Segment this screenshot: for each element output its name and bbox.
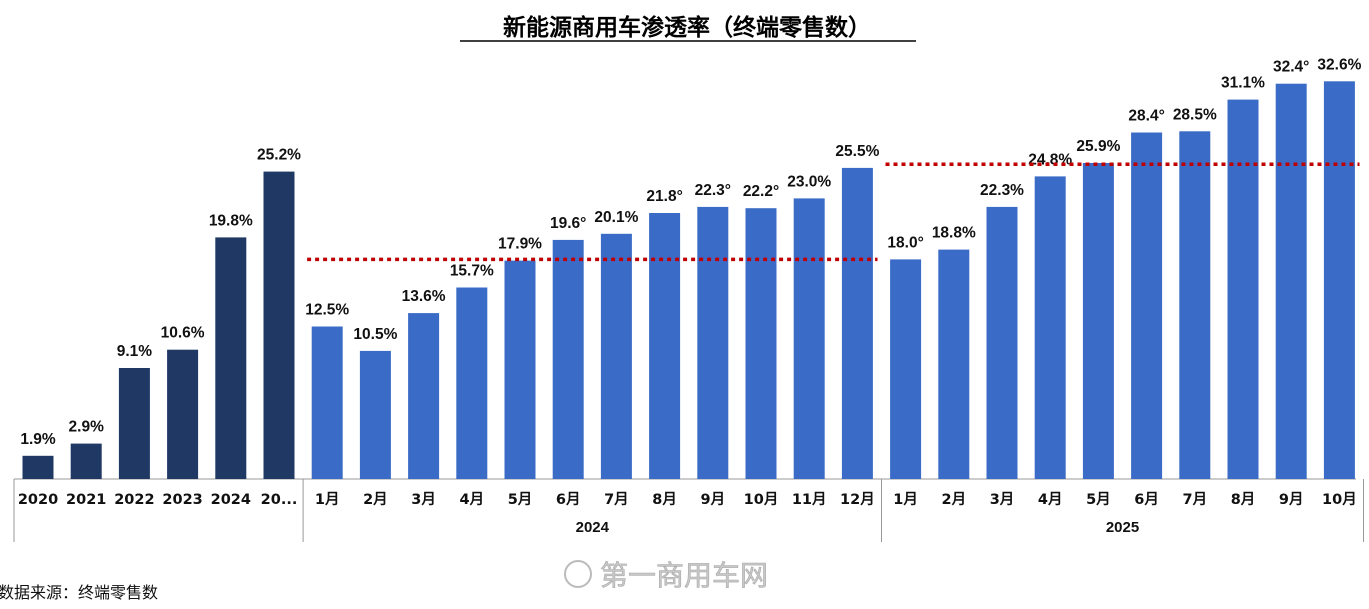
data-label-2024-1月: 12.5%: [305, 302, 349, 319]
bar-2025-5月: [1082, 163, 1114, 479]
tick-label-2024-5月: 5月: [508, 491, 533, 508]
weibo-icon: [564, 560, 592, 588]
bar-2024-3月: [408, 313, 440, 479]
data-label-2024-10月: 22.2°: [743, 183, 779, 200]
bar-2024-7月: [600, 233, 632, 479]
source-note: 数据来源：终端零售数: [0, 583, 158, 602]
data-label-2024-6月: 19.6°: [550, 215, 586, 232]
bar-2025-10月: [1323, 81, 1355, 480]
group-label-2024: 2024: [576, 519, 610, 536]
tick-label-annual-2024: 2024: [211, 492, 251, 508]
tick-label-annual-2022: 2022: [114, 492, 154, 508]
bar-2025-2月: [938, 249, 970, 479]
tick-label-2025-10月: 10月: [1322, 491, 1357, 508]
tick-label-2025-3月: 3月: [990, 491, 1015, 508]
group-label-2025: 2025: [1106, 519, 1139, 536]
data-label-2025-6月: 28.4°: [1128, 108, 1164, 125]
tick-label-2024-6月: 6月: [556, 491, 581, 508]
bar-2024-5月: [504, 260, 536, 479]
bar-2024-2月: [359, 350, 391, 479]
data-label-2024-11月: 23.0%: [787, 173, 831, 190]
data-label-annual-2020: 1.9%: [20, 431, 56, 448]
watermark: 第一商用车网: [600, 559, 768, 592]
data-label-annual-2023: 10.6%: [161, 325, 205, 342]
tick-label-2025-8月: 8月: [1231, 491, 1256, 508]
data-label-annual-2021: 2.9%: [69, 419, 105, 436]
tick-label-2024-7月: 7月: [604, 491, 629, 508]
bar-2024-8月: [649, 213, 681, 479]
bar-2024-6月: [552, 239, 584, 479]
data-label-annual-2022: 9.1%: [117, 343, 153, 360]
bar-2024-4月: [456, 287, 488, 479]
bar-annual-2024: [215, 237, 247, 479]
bar-2025-1月: [890, 259, 922, 479]
tick-label-2024-4月: 4月: [460, 491, 485, 508]
bar-2024-10月: [745, 208, 777, 479]
data-label-2025-2月: 18.8%: [932, 225, 976, 242]
tick-label-2025-6月: 6月: [1134, 491, 1159, 508]
tick-label-2024-12月: 12月: [840, 491, 875, 508]
tick-label-2025-1月: 1月: [893, 491, 918, 508]
tick-label-annual-2021: 2021: [66, 492, 106, 508]
data-label-2024-2月: 10.5%: [353, 326, 397, 343]
bar-2024-1月: [311, 326, 343, 479]
bar-2025-3月: [986, 206, 1018, 479]
chart-title: 新能源商用车渗透率（终端零售数）: [503, 14, 871, 41]
bar-annual-2022: [118, 368, 150, 479]
bar-2025-7月: [1179, 131, 1211, 480]
data-label-2024-7月: 20.1%: [594, 209, 638, 226]
data-label-2025-10月: 32.6%: [1317, 56, 1361, 73]
data-label-2025-1月: 18.0°: [887, 234, 923, 251]
tick-label-2024-2月: 2月: [363, 491, 388, 508]
tick-label-2024-11月: 11月: [792, 491, 827, 508]
tick-label-2025-7月: 7月: [1183, 491, 1208, 508]
bar-2025-9月: [1275, 83, 1307, 479]
data-label-2025-9月: 32.4°: [1273, 59, 1309, 76]
tick-label-annual-2023: 2023: [162, 492, 202, 508]
bar-annual-20...: [263, 171, 295, 479]
tick-label-2025-5月: 5月: [1086, 491, 1111, 508]
data-label-2025-5月: 25.9%: [1076, 138, 1120, 155]
tick-label-2024-3月: 3月: [411, 491, 436, 508]
tick-label-annual-2020: 2020: [18, 492, 58, 508]
bar-2024-11月: [793, 198, 825, 479]
bar-annual-2023: [167, 349, 199, 479]
data-label-2024-3月: 13.6%: [402, 288, 446, 305]
bar-2025-8月: [1227, 99, 1259, 479]
data-label-2024-8月: 21.8°: [646, 188, 682, 205]
data-label-annual-2024: 19.8%: [209, 212, 253, 229]
tick-label-2024-1月: 1月: [315, 491, 340, 508]
data-label-2025-4月: 24.8%: [1028, 151, 1072, 168]
data-label-2025-3月: 22.3%: [980, 182, 1024, 199]
data-label-2025-7月: 28.5%: [1173, 106, 1217, 123]
tick-label-2025-4月: 4月: [1038, 491, 1063, 508]
data-label-2024-9月: 22.3°: [695, 182, 731, 199]
tick-label-2025-9月: 9月: [1279, 491, 1304, 508]
tick-label-2025-2月: 2月: [942, 491, 967, 508]
tick-label-2024-8月: 8月: [652, 491, 677, 508]
bar-2024-12月: [841, 167, 873, 479]
data-label-annual-20...: 25.2%: [257, 147, 301, 164]
bar-2024-9月: [697, 206, 729, 479]
data-label-2024-5月: 17.9%: [498, 236, 542, 253]
tick-label-annual-20...: 20...: [261, 492, 298, 508]
data-label-2024-12月: 25.5%: [835, 143, 879, 160]
data-label-2025-8月: 31.1%: [1221, 75, 1265, 92]
data-label-2024-4月: 15.7%: [450, 263, 494, 280]
bar-2025-6月: [1131, 132, 1163, 479]
bar-annual-2021: [70, 443, 102, 479]
bar-annual-2020: [22, 455, 54, 479]
tick-label-2024-9月: 9月: [701, 491, 726, 508]
tick-label-2024-10月: 10月: [744, 491, 779, 508]
bar-2025-4月: [1034, 176, 1066, 479]
